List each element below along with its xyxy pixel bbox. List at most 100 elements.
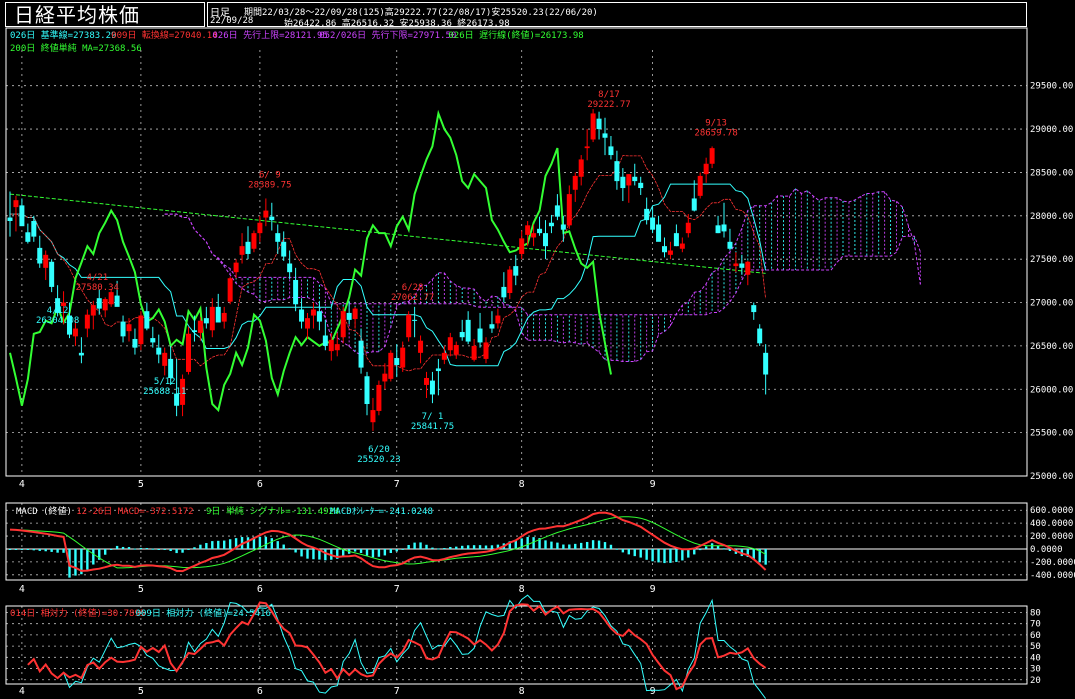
macd-oscillator-bar	[44, 548, 47, 552]
senkou-span-b-line	[164, 213, 921, 316]
candle-down	[608, 146, 614, 156]
tenkan-line	[10, 155, 766, 372]
high-annotation-price: 29222.77	[587, 100, 630, 110]
candle-up	[679, 243, 685, 249]
macd-oscillator-bar	[514, 540, 517, 549]
ichimoku-legend-item: 052/026日 先行下限=27971.50	[319, 29, 456, 41]
candle-up	[418, 340, 424, 353]
macd-oscillator-bar	[62, 548, 65, 553]
macd-oscillator-bar	[234, 538, 238, 549]
candle-up	[531, 233, 537, 238]
low-annotation-price: 25841.75	[411, 422, 454, 432]
macd-oscillator-bar	[746, 548, 749, 557]
candle-down	[49, 261, 55, 287]
macd-oscillator-bar	[223, 540, 226, 549]
macd-oscillator-bar	[645, 548, 648, 560]
candle-up	[84, 314, 90, 329]
candle-up	[251, 233, 257, 249]
candle-down	[245, 241, 251, 254]
macd-oscillator-bar	[228, 539, 232, 549]
macd-line	[9, 511, 767, 573]
candle-down	[132, 338, 138, 348]
macd-oscillator-bar	[26, 548, 30, 550]
candle-down	[364, 376, 370, 405]
candle-down	[537, 228, 543, 234]
macd-oscillator-bar	[693, 548, 696, 555]
candle-up	[495, 315, 501, 324]
price-x-tick: 8	[519, 479, 525, 490]
ichimoku-cloud	[217, 188, 921, 362]
macd-x-tick: 7	[394, 584, 400, 595]
low-annotation-date: 7/ 1	[422, 412, 444, 422]
macd-oscillator-bar	[431, 547, 434, 549]
candle-down	[114, 295, 120, 307]
rsi-y-tick: 20	[1030, 676, 1041, 686]
candle-up	[13, 200, 19, 208]
price-panel-frame	[5, 27, 1028, 477]
macd-oscillator-bar	[270, 538, 273, 549]
macd-oscillator-bar	[490, 545, 494, 549]
macd-oscillator-bar	[300, 548, 303, 557]
candle-down	[751, 305, 757, 313]
macd-oscillator-bar	[580, 542, 583, 549]
macd-oscillator-bar	[585, 541, 589, 549]
candle-up	[72, 328, 78, 337]
candle-down	[346, 312, 352, 320]
candle-down	[465, 319, 471, 342]
macd-oscillator-bar	[425, 544, 428, 549]
candle-down	[543, 233, 548, 247]
ma-legend-item: 200日 終値単純 MA=27368.56	[10, 42, 142, 54]
macd-y-tick: 400.0000	[1030, 519, 1073, 529]
candle-down	[144, 311, 150, 329]
candle-up	[709, 148, 715, 164]
candle-up	[102, 299, 108, 311]
candle-down	[554, 205, 560, 217]
low-annotation-price: 25688.11	[143, 387, 186, 397]
candle-down	[191, 330, 197, 333]
macd-oscillator-bar	[20, 548, 24, 550]
candle-up	[519, 238, 525, 254]
macd-oscillator-bar	[163, 548, 166, 550]
candle-down	[739, 263, 745, 268]
candle-down	[501, 286, 507, 298]
candle-down	[513, 266, 519, 276]
ma200-line	[9, 193, 766, 274]
candle-up	[61, 302, 67, 306]
senkou-span-a-line	[164, 187, 921, 362]
candle-up	[578, 159, 584, 177]
macd-legend-item: 9日 単純 シグナル=-131.4924	[206, 505, 339, 517]
high-annotation-date: 9/13	[705, 118, 727, 128]
macd-oscillator-bar	[401, 548, 404, 550]
macd-panel-frame	[5, 502, 1028, 581]
macd-oscillator-bar	[562, 544, 565, 549]
candle-down	[215, 306, 221, 323]
macd-oscillator-bar	[633, 548, 636, 557]
macd-oscillator-bar	[615, 548, 619, 550]
candle-down	[19, 205, 25, 227]
candle-down	[673, 233, 679, 247]
macd-oscillator-bar	[669, 548, 672, 563]
macd-oscillator-bar	[407, 544, 410, 549]
candle-up	[334, 344, 340, 351]
rsi-x-tick: 4	[19, 686, 25, 697]
candle-down	[31, 221, 37, 237]
macd-oscillator-bar	[413, 542, 416, 549]
macd-oscillator-bar	[365, 548, 369, 556]
macd-oscillator-bar	[359, 548, 363, 553]
rsi9-line	[27, 594, 767, 699]
candle-down	[67, 315, 72, 335]
candle-up	[745, 261, 751, 275]
macd-legend-item: 12-26日 MACD=-372.5172	[76, 506, 193, 517]
rsi-y-tick: 70	[1030, 620, 1041, 630]
candle-down	[602, 133, 608, 138]
candle-up	[525, 225, 531, 235]
candle-up	[186, 333, 191, 372]
high-annotation-price: 28659.78	[694, 128, 737, 138]
candle-up	[376, 384, 382, 411]
price-y-tick: 26500.00	[1030, 342, 1073, 352]
candle-down	[489, 324, 495, 329]
rsi14-line	[27, 601, 767, 691]
macd-oscillator-bar	[478, 545, 482, 549]
chikou-line	[9, 109, 612, 413]
candle-down	[650, 217, 656, 230]
